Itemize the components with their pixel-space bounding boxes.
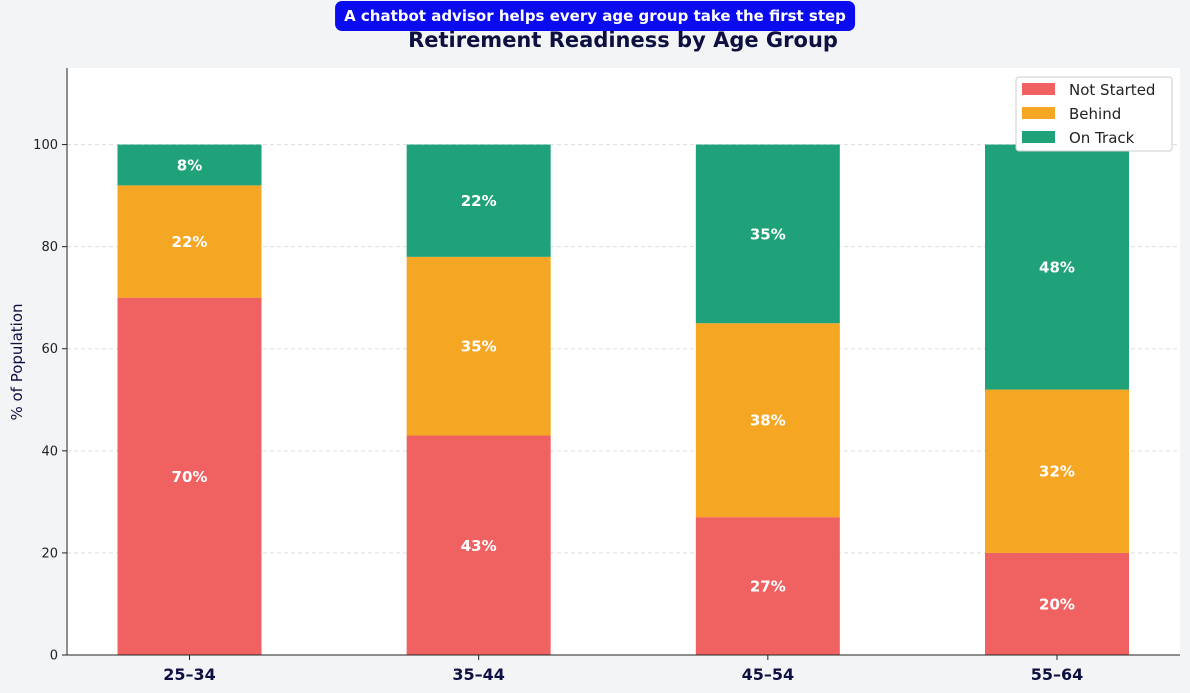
- x-tick-label: 25–34: [163, 665, 216, 684]
- legend-entry: On Track: [1069, 129, 1135, 147]
- data-label: 22%: [461, 192, 497, 210]
- legend-swatch: [1022, 131, 1055, 143]
- x-tick-label: 35–44: [452, 665, 505, 684]
- data-labels: 70% 22% 8% 43% 35% 22% 27% 38% 35% 20% 32% 48%: [172, 156, 1075, 613]
- y-ticks: 0 20 40 60 80 100: [33, 138, 67, 664]
- legend-entry: Not Started: [1069, 81, 1155, 99]
- data-label: 27%: [750, 578, 786, 596]
- bar-segment: [117, 185, 262, 298]
- y-tick-label: 60: [41, 342, 58, 357]
- x-tick-label: 55–64: [1031, 665, 1084, 684]
- bar-segment: [695, 144, 840, 324]
- banner-annotation: A chatbot advisor helps every age group …: [335, 1, 855, 31]
- x-ticks: 25–34 35–44 45–54 55–64: [163, 655, 1083, 684]
- data-label: 32%: [1039, 463, 1075, 481]
- legend: Not Started Behind On Track: [1015, 76, 1173, 152]
- data-label: 35%: [461, 338, 497, 356]
- data-label: 8%: [177, 156, 202, 174]
- y-tick-label: 80: [41, 240, 58, 255]
- y-axis-label: % of Population: [8, 303, 26, 420]
- bar-segment: [695, 323, 840, 518]
- y-tick-label: 0: [50, 649, 58, 664]
- x-tick-label: 45–54: [742, 665, 795, 684]
- data-label: 20%: [1039, 595, 1075, 613]
- bar-segment: [406, 144, 551, 257]
- bar-segment: [117, 144, 262, 186]
- bar-segment: [406, 256, 551, 436]
- data-label: 38%: [750, 412, 786, 430]
- bar-segment: [406, 435, 551, 655]
- y-tick-label: 20: [41, 546, 58, 561]
- data-label: 22%: [172, 233, 208, 251]
- data-label: 48%: [1039, 259, 1075, 277]
- legend-swatch: [1022, 83, 1055, 95]
- bars: [117, 144, 1129, 655]
- bar-segment: [117, 297, 262, 655]
- legend-entry: Behind: [1069, 105, 1121, 123]
- legend-swatch: [1022, 107, 1055, 119]
- bar-segment: [985, 389, 1129, 553]
- bar-segment: [985, 144, 1129, 390]
- data-label: 35%: [750, 225, 786, 243]
- y-tick-label: 100: [33, 138, 58, 153]
- y-tick-label: 40: [41, 444, 58, 459]
- bar-segment: [985, 552, 1129, 655]
- data-label: 43%: [461, 537, 497, 555]
- chart-title: Retirement Readiness by Age Group: [408, 28, 838, 52]
- data-label: 70%: [172, 468, 208, 486]
- bar-segment: [695, 517, 840, 655]
